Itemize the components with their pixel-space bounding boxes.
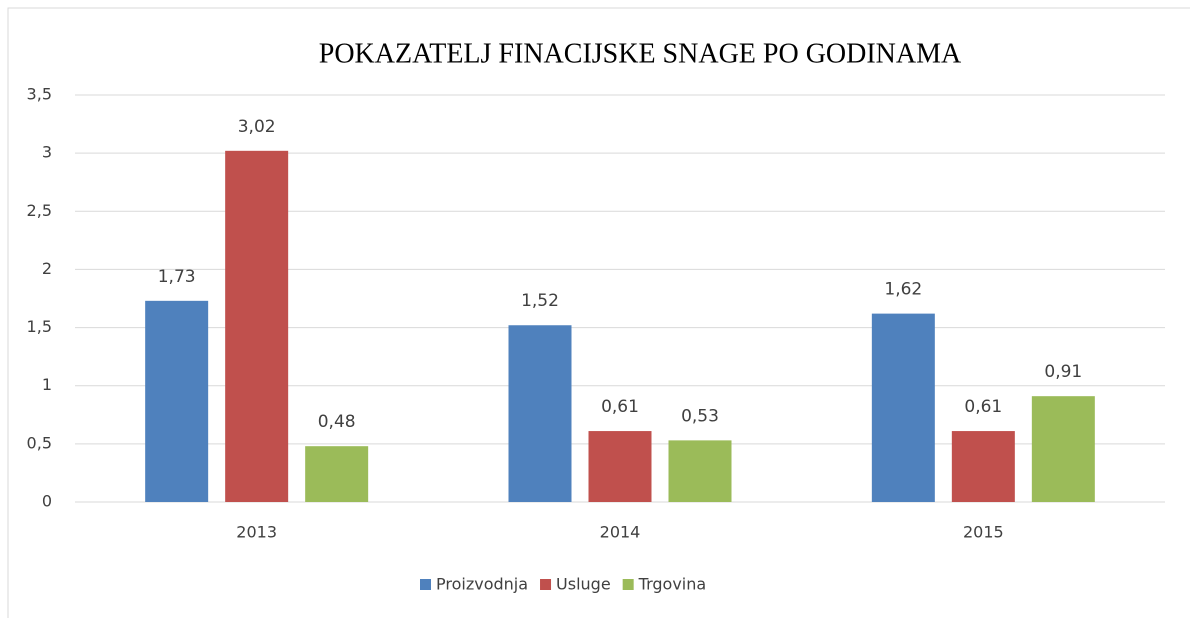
chart-title: POKAZATELJ FINACIJSKE SNAGE PO GODINAMA [319, 38, 962, 69]
data-label: 1,62 [884, 280, 922, 300]
bar [225, 150, 289, 502]
data-label: 1,52 [521, 291, 559, 311]
legend-swatch [540, 579, 552, 590]
y-tick-label: 3 [42, 143, 52, 162]
legend-label: Usluge [556, 575, 611, 594]
y-tick-label: 0 [42, 492, 52, 511]
data-label: 1,73 [158, 267, 196, 287]
x-tick-label: 2015 [963, 523, 1004, 542]
data-label: 0,61 [964, 397, 1002, 417]
legend-label: Trgovina [638, 575, 707, 594]
y-tick-label: 3,5 [27, 85, 52, 104]
data-label: 0,61 [601, 397, 639, 417]
bar [305, 446, 369, 502]
y-tick-label: 0,5 [27, 433, 52, 452]
bar [668, 440, 732, 502]
y-tick-label: 1 [42, 375, 52, 394]
y-tick-label: 2,5 [27, 201, 52, 220]
x-tick-label: 2014 [600, 523, 641, 542]
y-tick-label: 1,5 [27, 317, 52, 336]
bar [508, 325, 572, 502]
y-tick-label: 2 [42, 259, 52, 278]
data-label: 0,53 [681, 406, 719, 426]
legend-swatch [420, 579, 431, 590]
bar [588, 431, 652, 502]
data-label: 3,02 [238, 117, 276, 137]
data-label: 0,48 [318, 412, 356, 432]
legend-label: Proizvodnja [436, 575, 528, 594]
data-label: 0,91 [1044, 362, 1082, 382]
bar [871, 313, 935, 502]
bar [1031, 396, 1095, 502]
bar [145, 300, 209, 502]
chart-border [7, 7, 1190, 618]
legend-swatch [622, 579, 634, 590]
x-tick-label: 2013 [236, 523, 277, 542]
bar [951, 431, 1015, 502]
